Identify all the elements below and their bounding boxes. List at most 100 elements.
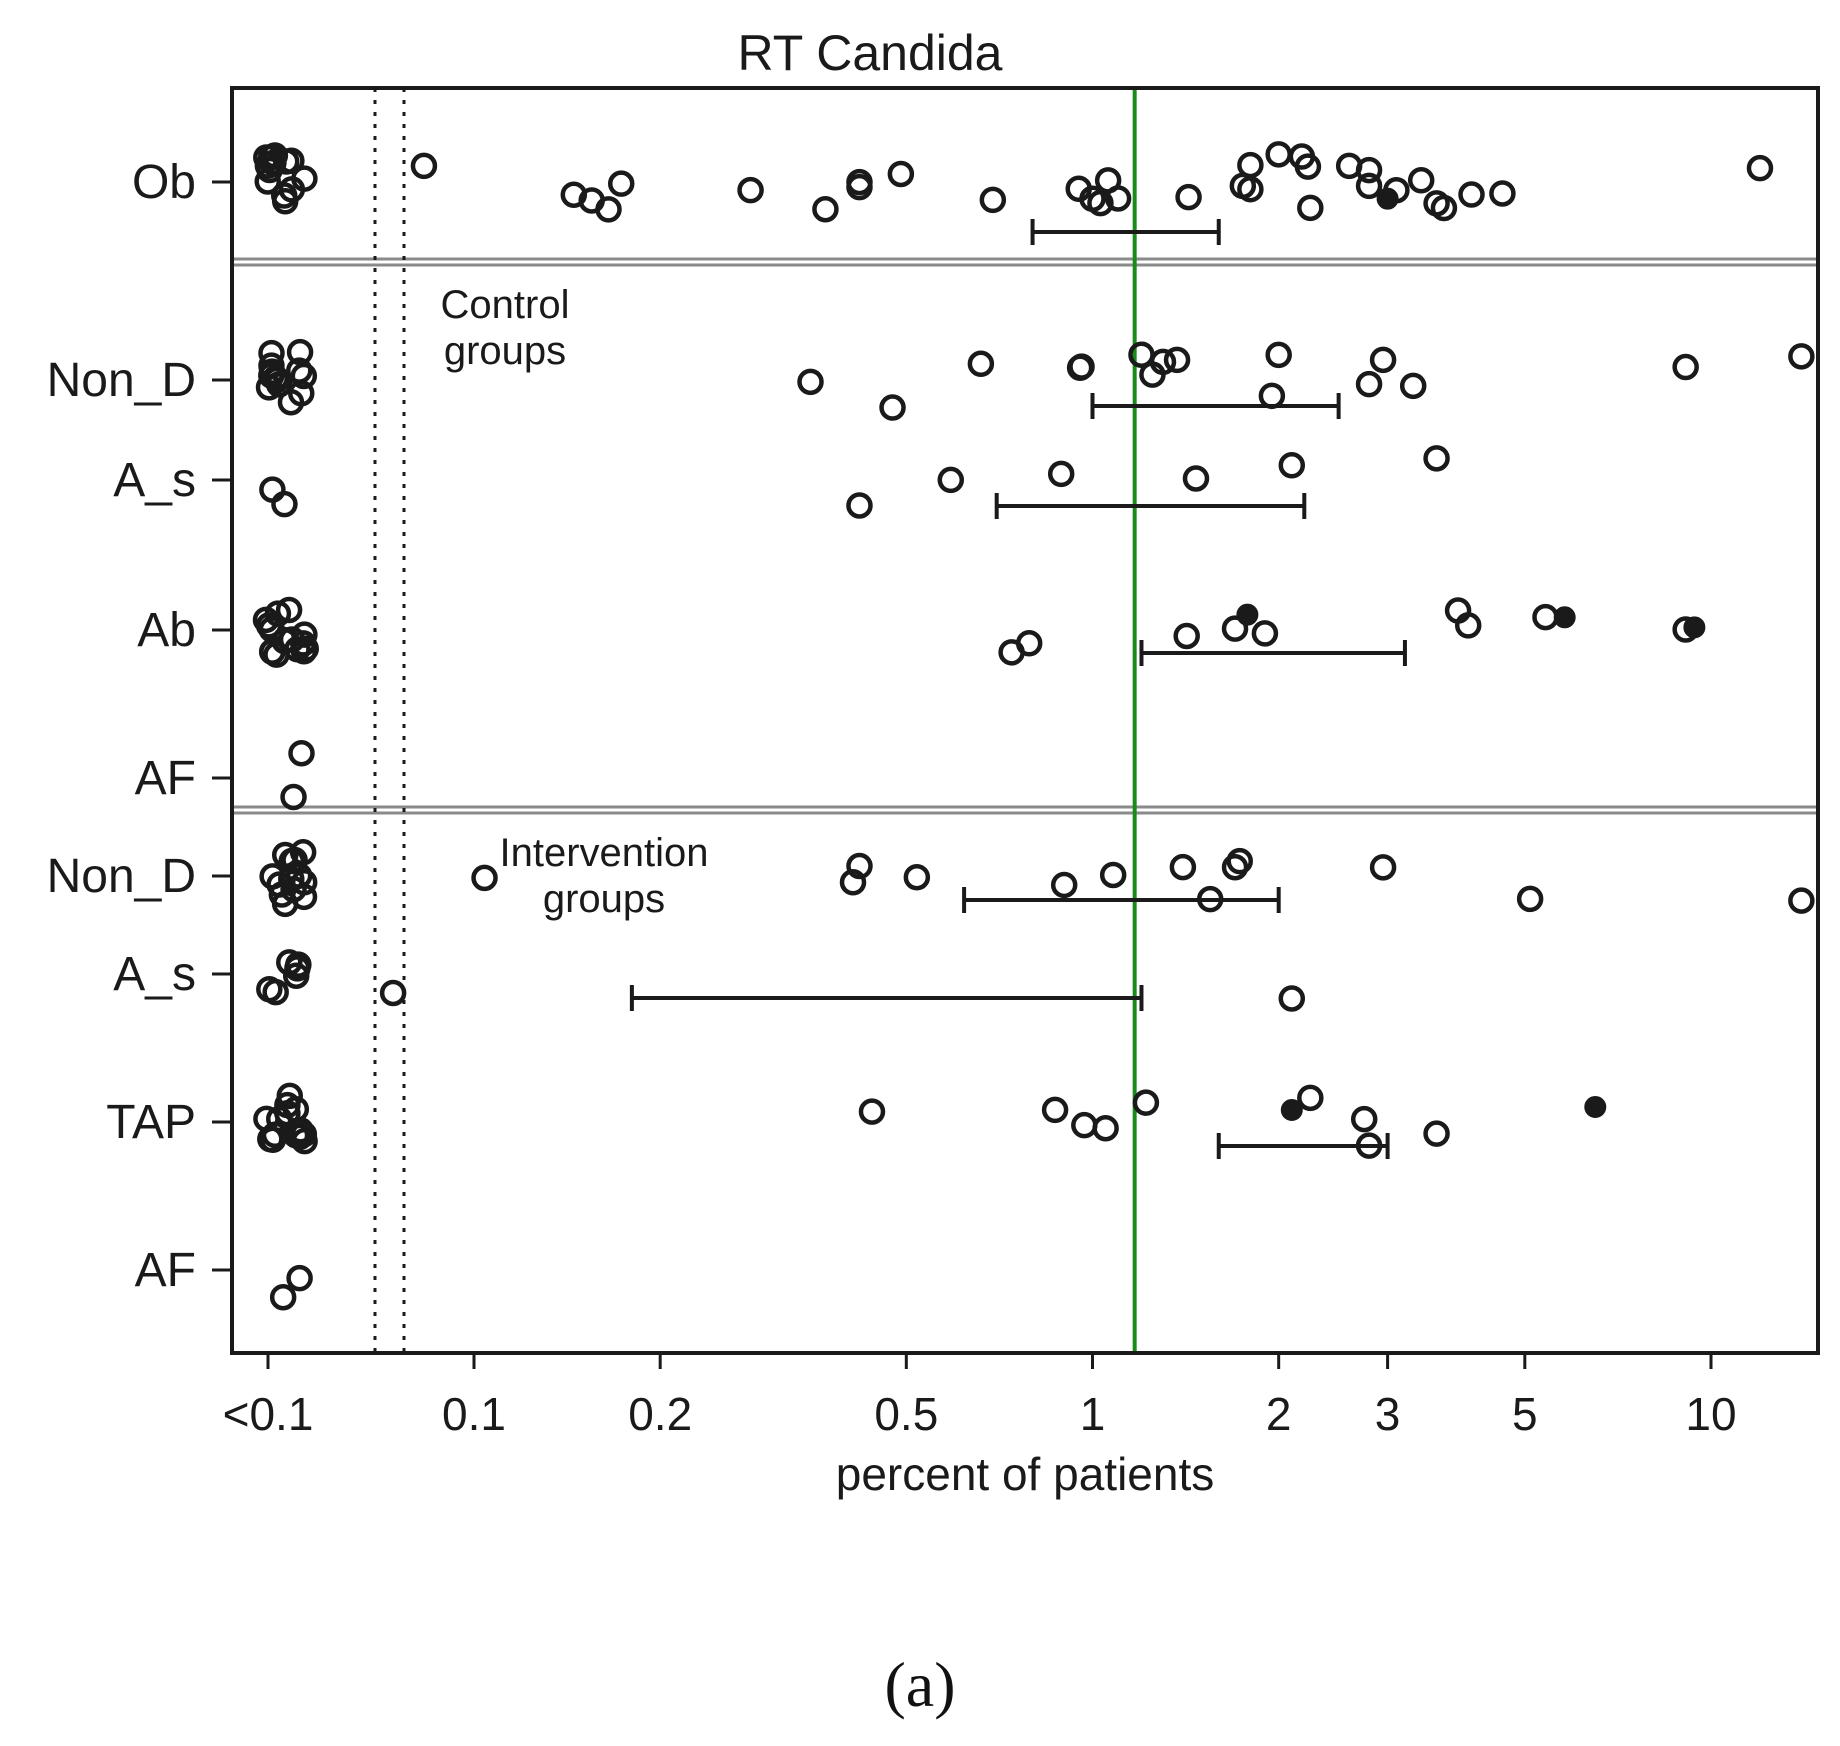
data-point [839, 869, 867, 896]
data-point [1355, 370, 1383, 398]
below-detection-point [268, 881, 296, 908]
data-point [1173, 622, 1200, 650]
data-point [1068, 353, 1095, 380]
plot-area: Control groups Intervention groups [232, 88, 1818, 1353]
data-point [1092, 1114, 1119, 1142]
y-tick-label: AF [135, 1244, 196, 1297]
group-row [253, 1082, 1607, 1159]
data-point [737, 176, 764, 204]
data-point [846, 852, 873, 880]
below-detection-point [276, 949, 303, 976]
below-detection-point [288, 739, 315, 767]
data-point [1532, 603, 1559, 631]
data-point [1672, 353, 1699, 381]
plot-frame [230, 86, 1820, 1355]
below-detection-point [274, 1091, 301, 1119]
x-tick-label: 2 [1266, 1388, 1292, 1440]
below-detection-point [264, 600, 292, 627]
y-tick-label: Non_D [47, 850, 196, 903]
data-point [1369, 346, 1397, 374]
x-tick-label: 1 [1080, 1388, 1106, 1440]
data-point [1132, 1089, 1160, 1116]
data-point [1265, 341, 1292, 369]
section-label: Intervention groups [499, 831, 708, 921]
below-detection-point [281, 846, 308, 874]
y-tick-label: A_s [113, 454, 196, 507]
data-point [858, 1098, 886, 1125]
data-point-filled [1584, 1095, 1607, 1118]
data-point [1265, 141, 1292, 168]
x-axis-label: percent of patients [836, 1448, 1214, 1500]
below-detection-point [275, 596, 303, 624]
y-tick-label: Ob [132, 156, 196, 209]
data-point [1294, 153, 1322, 180]
data-point [1041, 1096, 1069, 1124]
data-point [967, 350, 995, 378]
data-point [903, 863, 931, 891]
data-point [1258, 382, 1286, 410]
data-point [879, 394, 906, 421]
group-row [256, 949, 1306, 1012]
data-point [1087, 189, 1114, 217]
below-detection-point [259, 476, 286, 503]
below-detection-point [262, 364, 290, 392]
group-row [255, 338, 1815, 421]
data-point-filled [1376, 187, 1399, 210]
data-point [1169, 853, 1197, 881]
group-row [253, 141, 1774, 245]
data-point-filled [1280, 1098, 1303, 1121]
data-point [379, 979, 407, 1007]
data-point [1278, 452, 1306, 479]
data-point-filled [1683, 616, 1706, 639]
group-row [252, 596, 1706, 668]
below-detection-point [269, 1283, 297, 1311]
below-detection-point [258, 352, 285, 379]
data-point [812, 195, 839, 223]
data-point-filled [1236, 603, 1259, 626]
below-detection-point [291, 621, 318, 648]
data-point [1430, 194, 1458, 222]
data-point [1788, 343, 1815, 370]
below-detection-point [261, 142, 289, 169]
data-point [1278, 985, 1306, 1012]
data-point [410, 152, 438, 180]
below-detection-point [290, 362, 318, 390]
data-point [797, 368, 824, 396]
section-label: Control groups [441, 283, 570, 373]
data-point [846, 492, 873, 519]
data-point [1788, 887, 1815, 914]
x-tick-label: 3 [1375, 1388, 1401, 1440]
group-row [280, 739, 315, 811]
data-point [1047, 460, 1075, 488]
below-detection-point [286, 1264, 313, 1292]
group-row [259, 839, 1815, 918]
y-tick-label: Ab [137, 604, 196, 657]
data-point [1251, 620, 1279, 647]
data-point [1237, 151, 1264, 179]
below-detection-point [282, 1122, 310, 1149]
data-point [1423, 445, 1450, 472]
data-point [1182, 465, 1210, 492]
panel-label: (a) [884, 1649, 956, 1720]
x-tick-label: 0.1 [442, 1388, 506, 1440]
below-detection-point [280, 783, 307, 811]
data-point [471, 864, 498, 892]
x-tick-label: 5 [1512, 1388, 1538, 1440]
below-detection-point [286, 357, 313, 384]
x-tick-label: 0.2 [628, 1388, 692, 1440]
y-tick-label: TAP [106, 1096, 196, 1149]
y-tick-label: AF [135, 752, 196, 805]
data-point [1423, 1120, 1450, 1147]
data-point [1221, 853, 1249, 881]
data-point [1149, 348, 1177, 376]
below-detection-point [277, 388, 305, 416]
y-tick-label: Non_D [47, 354, 196, 407]
data-point [1746, 154, 1774, 182]
data-point [1350, 1105, 1378, 1133]
data-point [1458, 181, 1485, 208]
data-point [1099, 861, 1127, 889]
data-point [1237, 175, 1264, 203]
data-point [1297, 1084, 1324, 1112]
below-detection-point [259, 638, 286, 666]
